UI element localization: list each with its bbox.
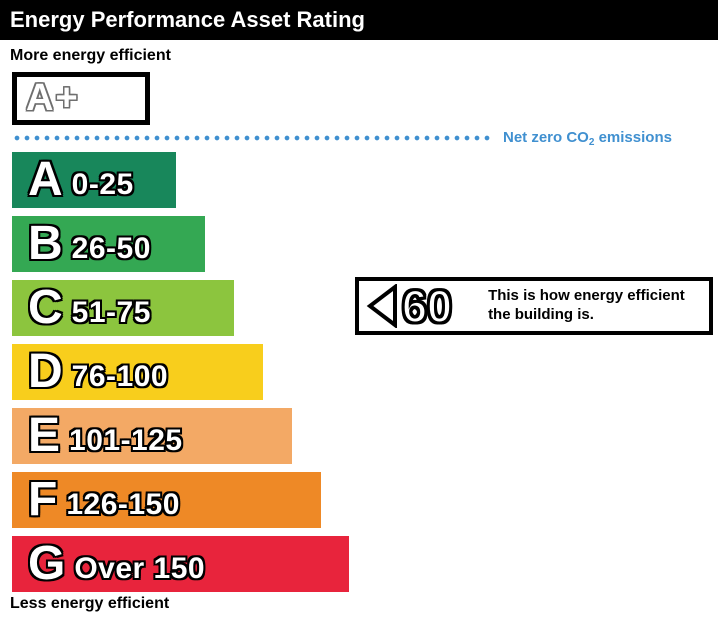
band-row-c: C 51-75	[12, 280, 234, 336]
title-bar: Energy Performance Asset Rating	[0, 0, 718, 40]
left-pointing-triangle-icon	[366, 284, 397, 328]
rating-bands: A 0-25 B 26-50 C 51-75 D 76-100 E 101-12…	[12, 152, 349, 600]
band-row-d: D 76-100	[12, 344, 263, 400]
less-efficient-label: Less energy efficient	[10, 595, 170, 612]
band-range: 26-50	[71, 232, 151, 265]
band-row-e: E 101-125	[12, 408, 292, 464]
band-letter: C	[28, 281, 63, 334]
band-letter: B	[28, 217, 63, 270]
band-letter: D	[28, 345, 63, 398]
band-letter: G	[28, 537, 66, 590]
rating-value: 60	[401, 280, 453, 332]
net-zero-dotted-line	[12, 135, 490, 141]
band-a-plus-label: A+	[26, 77, 80, 119]
band-a-plus-box: A+	[12, 72, 150, 125]
band-row-f: F 126-150	[12, 472, 321, 528]
rating-indicator: 60 This is how energy efficient the buil…	[355, 277, 713, 335]
band-range: 51-75	[71, 296, 151, 329]
net-zero-subscript: 2	[588, 137, 595, 148]
band-range: 126-150	[66, 488, 180, 521]
band-range: 76-100	[71, 360, 169, 393]
net-zero-label: Net zero CO2 emissions	[503, 129, 672, 148]
band-row-a: A 0-25	[12, 152, 176, 208]
rating-description: This is how energy efficient the buildin…	[488, 287, 685, 323]
net-zero-text: Net zero CO	[503, 129, 589, 146]
band-row-b: B 26-50	[12, 216, 205, 272]
band-range: 101-125	[69, 424, 183, 457]
page-title: Energy Performance Asset Rating	[10, 7, 365, 32]
band-letter: E	[28, 409, 61, 462]
more-efficient-label: More energy efficient	[10, 47, 171, 64]
band-row-g: G Over 150	[12, 536, 349, 592]
net-zero-suffix: emissions	[594, 129, 672, 146]
band-range: Over 150	[74, 552, 206, 585]
band-letter: A	[28, 153, 63, 206]
band-range: 0-25	[71, 168, 134, 201]
band-letter: F	[28, 473, 58, 526]
